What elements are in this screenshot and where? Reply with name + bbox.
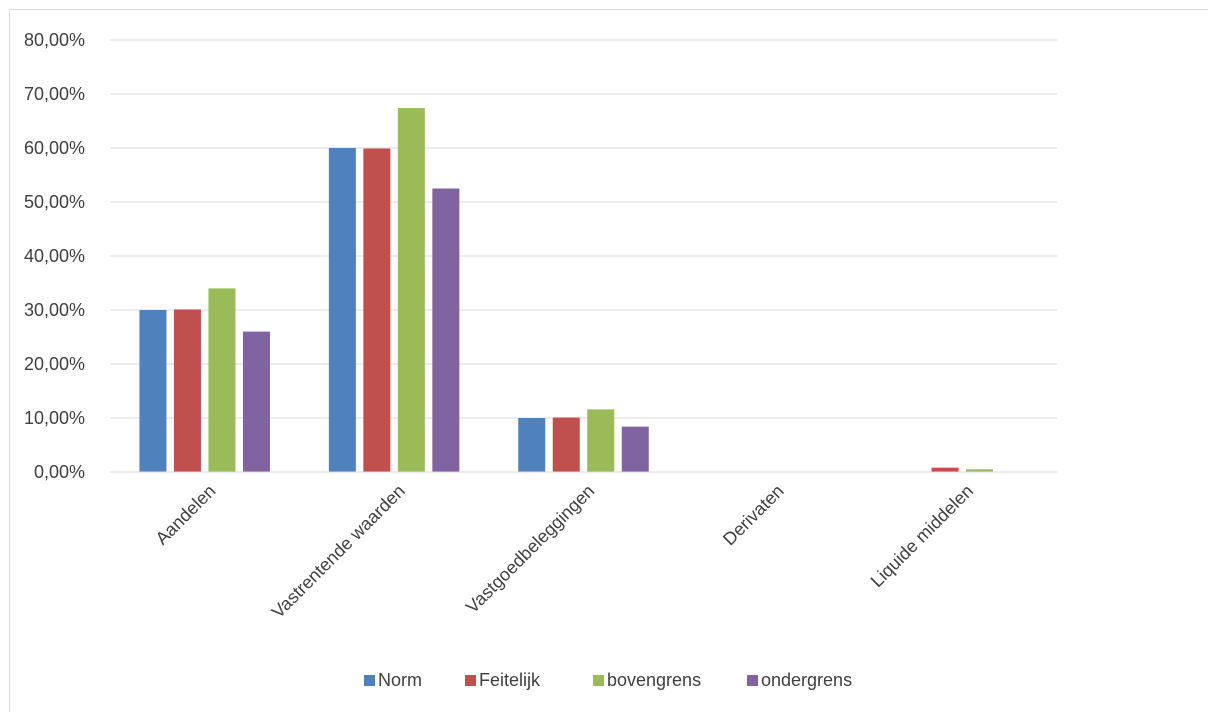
y-axis: 0,00% 10,00% 20,00% 30,00% 40,00% 50,00% 60,00… [24,30,85,482]
bar-feitelijk-0 [173,309,201,472]
legend-label-bovengrens: bovengrens [607,670,701,690]
bar-norm-1 [328,148,356,472]
legend-swatch-feitelijk [465,675,476,686]
legend-swatch-ondergrens [747,675,758,686]
bar-ondergrens-2 [621,426,649,472]
y-tick-label: 50,00% [24,192,85,212]
bar-norm-2 [518,418,546,472]
y-tick-label: 10,00% [24,408,85,428]
bar-bovengrens-0 [208,288,236,472]
bar-feitelijk-1 [363,148,391,473]
legend: Norm Feitelijk bovengrens ondergrens [364,670,852,690]
bar-ondergrens-1 [432,188,460,472]
bars [139,108,994,473]
y-tick-label: 60,00% [24,138,85,158]
chart-frame [9,9,1208,712]
y-tick-label: 30,00% [24,300,85,320]
bar-feitelijk-2 [552,417,580,472]
y-tick-label: 40,00% [24,246,85,266]
x-tick-label: Vastrentende waarden [268,481,409,622]
y-tick-label: 70,00% [24,84,85,104]
legend-label-feitelijk: Feitelijk [479,670,541,690]
y-tick-label: 80,00% [24,30,85,50]
legend-label-norm: Norm [378,670,422,690]
bar-feitelijk-4 [931,467,959,472]
y-tick-label: 0,00% [34,462,85,482]
x-tick-label: Liquide middelen [867,481,977,591]
bar-norm-0 [139,310,167,472]
x-tick-label: Derivaten [719,481,788,550]
y-tick-label: 20,00% [24,354,85,374]
bar-bovengrens-2 [587,409,615,472]
legend-swatch-norm [364,675,375,686]
bar-bovengrens-4 [966,469,994,472]
bar-ondergrens-0 [242,331,270,472]
x-axis: Aandelen Vastrentende waarden Vastgoedbele… [110,471,1057,622]
x-tick-label: Aandelen [152,481,220,549]
x-tick-label: Vastgoedbeleggingen [462,481,598,617]
legend-swatch-bovengrens [593,675,604,686]
bar-bovengrens-1 [397,108,425,472]
legend-label-ondergrens: ondergrens [761,670,852,690]
